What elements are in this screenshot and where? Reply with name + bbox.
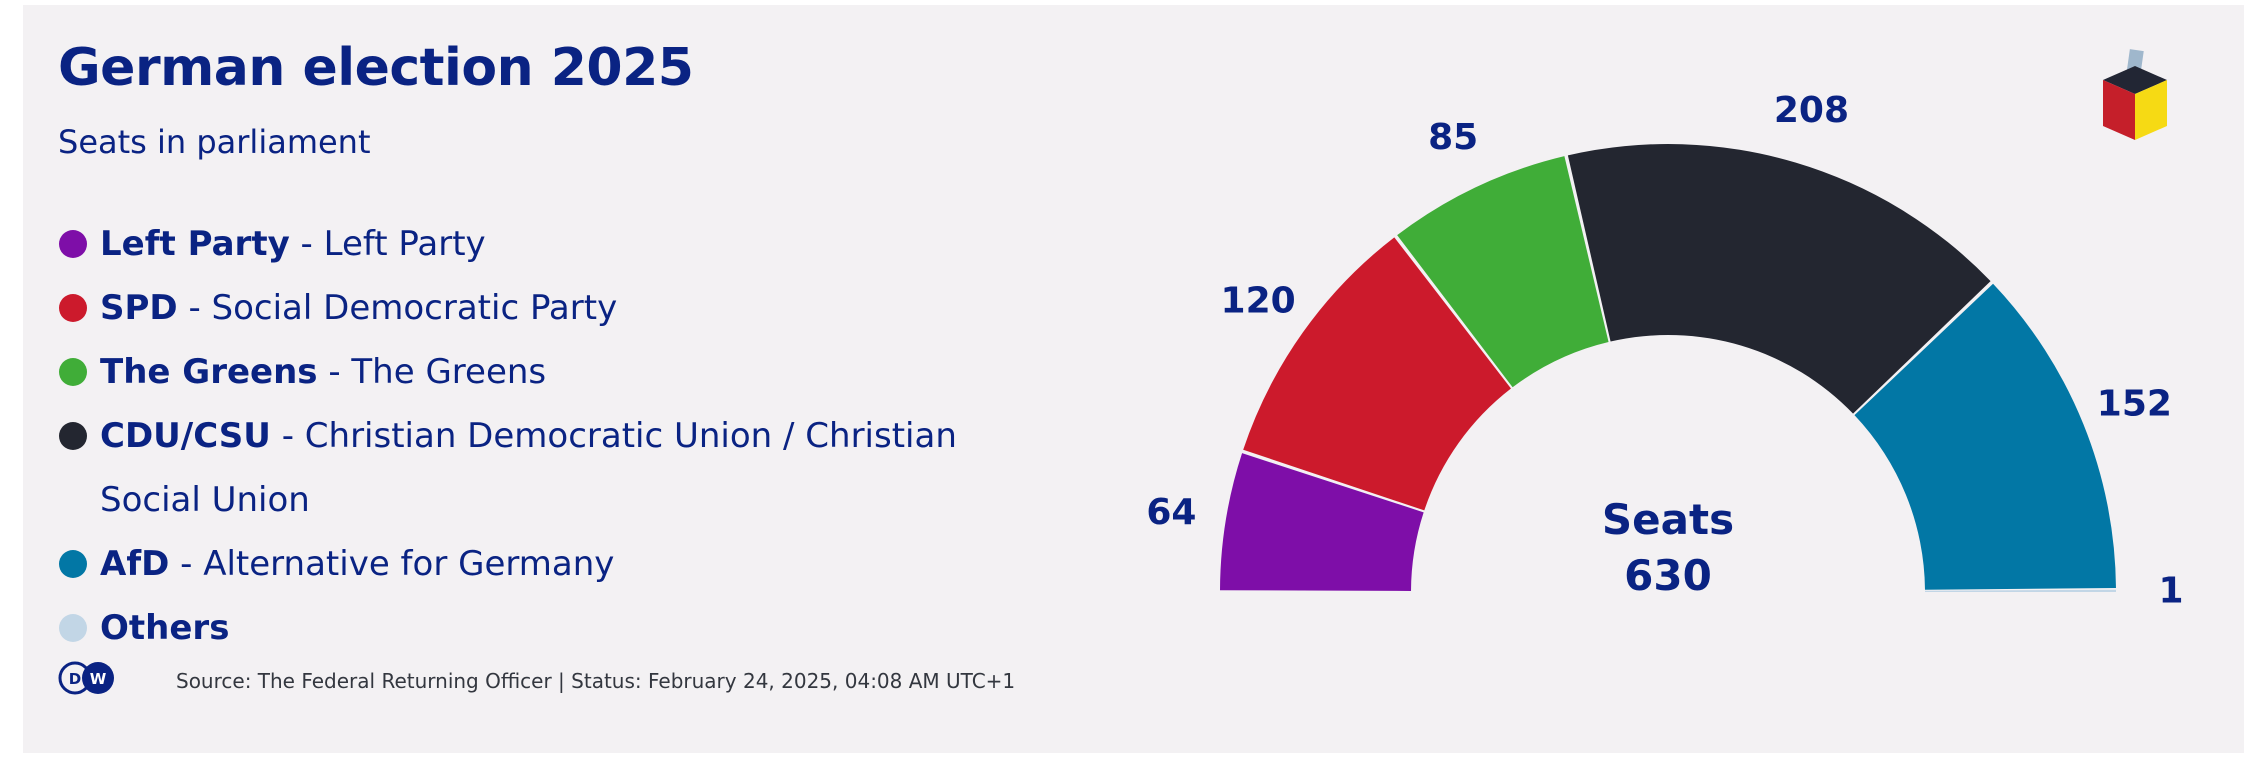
legend-swatch [59, 550, 87, 578]
seat-value-label: 120 [1221, 280, 1296, 321]
seat-segment [1854, 283, 2116, 590]
seat-value-label: 1 [2158, 571, 2183, 612]
legend-item: Left Party - Left Party [59, 212, 1059, 276]
chart-subtitle: Seats in parliament [58, 123, 371, 161]
legend-party-name: - Christian Democratic Union / Christian… [100, 416, 957, 520]
legend-party-name: - Alternative for Germany [169, 544, 615, 584]
legend-swatch [59, 422, 87, 450]
legend-item: SPD - Social Democratic Party [59, 276, 1059, 340]
legend-party-abbr: Left Party [100, 224, 290, 264]
dw-logo-d: D [69, 670, 81, 688]
legend-party-name: - Left Party [289, 224, 486, 264]
legend-item: Others [59, 596, 1059, 660]
ballot-box-icon [2103, 49, 2167, 140]
legend-party-abbr: The Greens [100, 352, 318, 392]
total-value: 630 [1624, 551, 1712, 600]
legend-party-abbr: CDU/CSU [100, 416, 271, 456]
legend-item: The Greens - The Greens [59, 340, 1059, 404]
seat-segment [1397, 156, 1609, 388]
seat-segment [1924, 589, 2116, 592]
total-label: Seats [1602, 495, 1734, 544]
legend-swatch [59, 230, 87, 258]
seat-value-label: 208 [1774, 90, 1849, 131]
seat-value-label: 64 [1146, 492, 1196, 533]
seat-segment [1243, 237, 1511, 511]
legend-party-abbr: SPD [100, 288, 178, 328]
legend: Left Party - Left Party SPD - Social Demo… [59, 212, 1059, 660]
dw-logo-w: W [90, 670, 107, 688]
seat-value-label: 152 [2097, 384, 2172, 425]
legend-item: AfD - Alternative for Germany [59, 532, 1059, 596]
legend-swatch [59, 614, 87, 642]
legend-item: CDU/CSU - Christian Democratic Union / C… [59, 404, 1059, 532]
legend-swatch [59, 358, 87, 386]
seat-segment [1220, 453, 1424, 591]
dw-logo-icon: D W [58, 661, 114, 695]
legend-party-name: - Social Democratic Party [177, 288, 618, 328]
legend-party-name: - The Greens [317, 352, 547, 392]
source-note: Source: The Federal Returning Officer | … [176, 669, 1016, 693]
seat-segment [1567, 144, 1991, 414]
seat-value-label: 85 [1428, 117, 1478, 158]
chart-title: German election 2025 [58, 38, 694, 98]
legend-party-abbr: Others [100, 608, 230, 648]
legend-party-abbr: AfD [100, 544, 170, 584]
legend-swatch [59, 294, 87, 322]
